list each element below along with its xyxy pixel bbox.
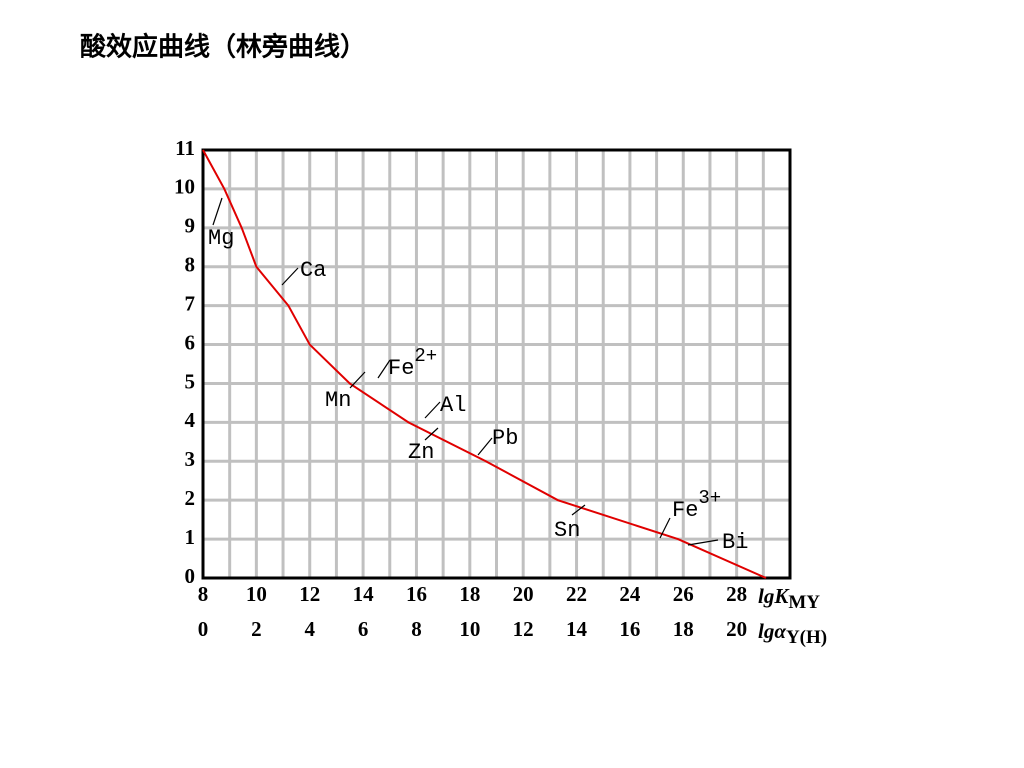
leader-line [212, 197, 223, 226]
annotation: Fe2+ [388, 345, 437, 381]
leader-line [349, 371, 366, 389]
annotation-text: Ca [300, 258, 326, 283]
x-tick-label: 14 [353, 582, 375, 606]
y-tick-label: 2 [185, 486, 196, 510]
leader-line [424, 427, 439, 441]
annotation-sup: 3+ [698, 487, 721, 509]
y-tick-label: 7 [185, 291, 196, 315]
annotation: Mg [208, 226, 234, 251]
y-tick-label: 1 [185, 525, 196, 549]
y-tick-label: 5 [185, 369, 196, 393]
x-axis-label-main: lgK [758, 584, 790, 608]
x2-tick-label: 16 [619, 617, 640, 641]
x-axis-label-sub: MY [788, 592, 820, 613]
x2-tick-label: 6 [358, 617, 369, 641]
x2-tick-label: 8 [411, 617, 422, 641]
slide-title: 酸效应曲线（林旁曲线） [80, 32, 366, 63]
x-tick-label: 26 [673, 582, 694, 606]
annotation: Pb [492, 426, 518, 451]
x2-tick-label: 2 [251, 617, 262, 641]
x-tick-label: 8 [198, 582, 209, 606]
annotation: Mn [325, 388, 351, 413]
x2-tick-label: 14 [566, 617, 588, 641]
x2-tick-label: 4 [304, 617, 315, 641]
x-tick-label: 24 [619, 582, 641, 606]
annotation-text: Fe [672, 498, 698, 523]
x-tick-label: 22 [566, 582, 587, 606]
leader-line [477, 437, 493, 456]
x-tick-label: 20 [513, 582, 534, 606]
y-tick-label: 0 [185, 564, 196, 588]
x2-tick-label: 18 [673, 617, 694, 641]
x2-axis-label: lgαY(H) [758, 619, 827, 649]
x2-tick-label: 12 [513, 617, 534, 641]
annotation: Zn [408, 440, 434, 465]
x-tick-label: 28 [726, 582, 747, 606]
y-tick-label: 3 [185, 447, 196, 471]
x2-tick-label: 10 [459, 617, 480, 641]
annotation: Sn [554, 518, 580, 543]
curve [202, 149, 767, 579]
y-tick-label: 8 [185, 253, 196, 277]
annotation-text: Sn [554, 518, 580, 543]
annotation-text: Bi [722, 530, 748, 555]
annotation-text: Mn [325, 388, 351, 413]
annotation-text: Zn [408, 440, 434, 465]
y-tick-label: 4 [185, 408, 196, 432]
leader-line [281, 267, 299, 286]
x2-axis-label-main: lgα [758, 619, 786, 643]
annotation: Ca [300, 258, 326, 283]
leader-line [659, 517, 671, 539]
annotation-text: Al [440, 393, 466, 418]
leader-line [424, 401, 441, 419]
x-tick-label: 18 [459, 582, 480, 606]
leader-line [687, 539, 719, 546]
annotation: Bi [722, 530, 748, 555]
x2-axis-label-sub: Y(H) [786, 627, 827, 648]
annotation-sup: 2+ [414, 345, 437, 367]
y-tick-label: 6 [185, 330, 196, 354]
annotation: Al [440, 393, 466, 418]
x-tick-label: 10 [246, 582, 267, 606]
annotation: Fe3+ [672, 487, 721, 523]
annotation-text: Fe [388, 356, 414, 381]
plot-frame [201, 148, 792, 580]
y-tick-label: 9 [185, 214, 196, 238]
x-tick-label: 12 [299, 582, 320, 606]
annotation-text: Mg [208, 226, 234, 251]
x-axis-label: lgKMY [758, 584, 820, 614]
y-tick-label: 11 [175, 136, 195, 160]
leader-line [377, 359, 391, 379]
x-tick-label: 16 [406, 582, 427, 606]
x2-tick-label: 20 [726, 617, 747, 641]
leader-line [571, 504, 586, 516]
annotation-text: Pb [492, 426, 518, 451]
x2-tick-label: 0 [198, 617, 209, 641]
y-tick-label: 10 [174, 175, 195, 199]
